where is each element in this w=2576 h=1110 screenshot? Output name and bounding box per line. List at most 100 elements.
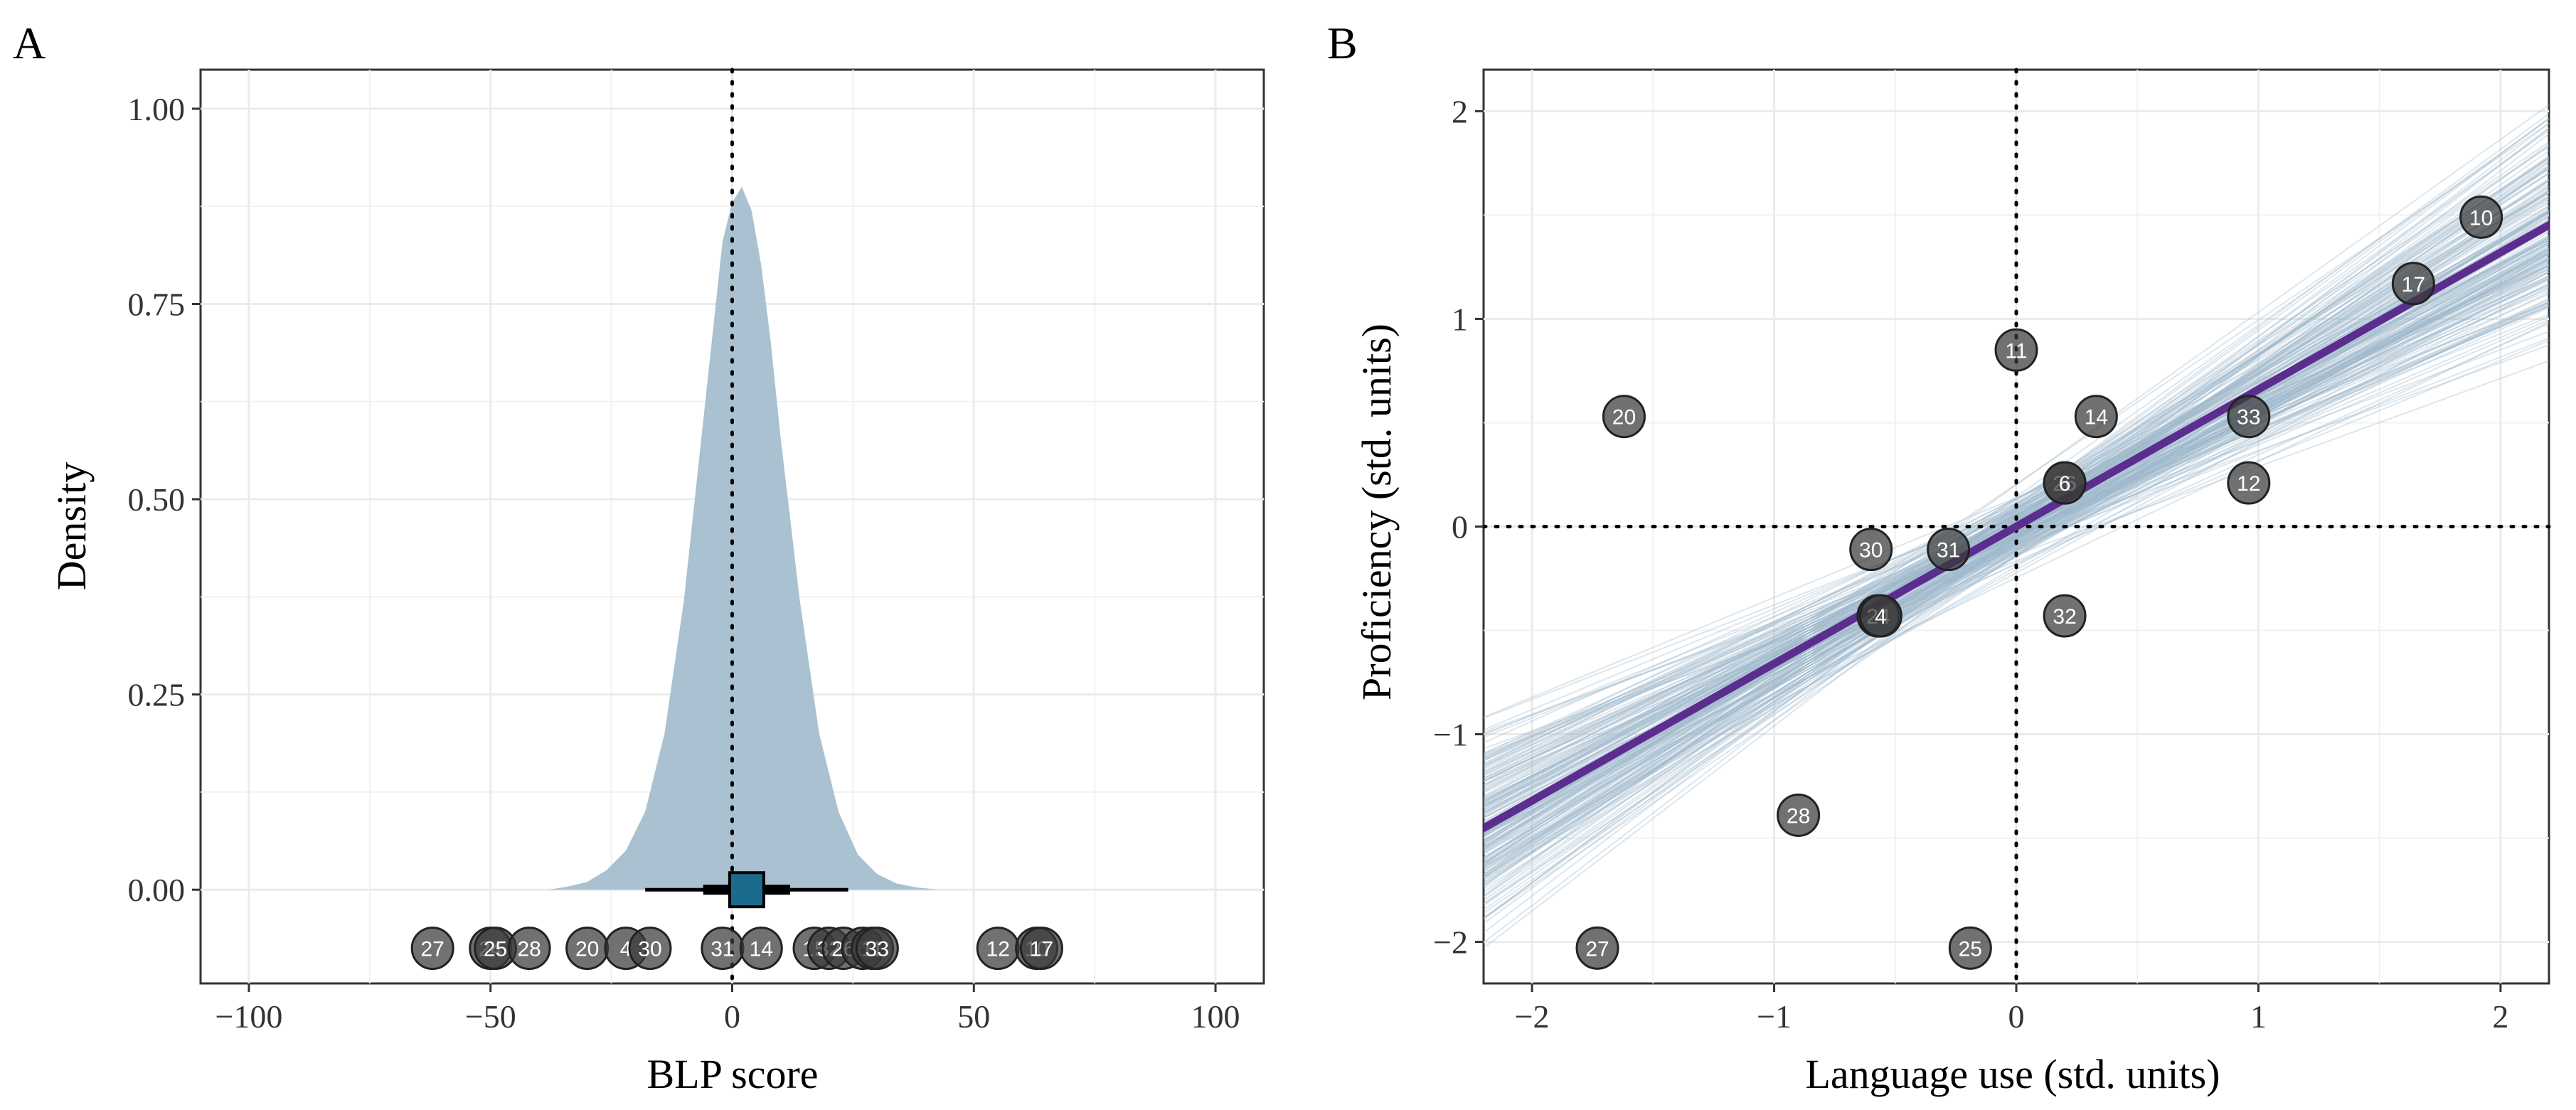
- panel-a-y-ticks: 0.00 0.25 0.50 0.75 1.00: [128, 91, 201, 908]
- panel-b-point-marker: [2043, 594, 2087, 638]
- panel-a-density-area: [548, 186, 940, 890]
- panel-b-point: 27: [1575, 926, 1619, 970]
- panel-b: B 10171120143312266303124432282725 −2−10…: [1327, 18, 2551, 1097]
- panel-b-posterior-line: [1484, 173, 2549, 852]
- panel-a-point-marker: [855, 927, 899, 971]
- panel-b-posterior-line: [1484, 104, 2549, 866]
- panel-b-posterior-line: [1484, 169, 2549, 854]
- panel-b-point-label: 28: [1787, 804, 1810, 828]
- panel-b-point: 25: [1948, 926, 1992, 970]
- panel-a-x-tick-label: 0: [724, 998, 740, 1035]
- panel-b-point-marker: [1994, 328, 2038, 372]
- panel-b-point-marker: [1849, 528, 1893, 572]
- panel-b-posterior-line: [1484, 198, 2549, 880]
- panel-b-point-marker: [1858, 594, 1902, 638]
- panel-b-posterior-line: [1484, 242, 2549, 801]
- panel-a-point-label: 20: [575, 938, 599, 961]
- panel-a-y-tick-label: 0.25: [128, 677, 186, 713]
- panel-b-posterior-line: [1484, 252, 2549, 840]
- panel-b-posterior-line: [1484, 337, 2549, 756]
- panel-b-point: 20: [1602, 395, 1646, 439]
- panel-b-x-tick-label: 1: [2250, 998, 2267, 1035]
- panel-a-density: [548, 186, 940, 890]
- panel-b-posterior-line: [1484, 127, 2549, 944]
- panel-b-y-label: Proficiency (std. units): [1353, 324, 1400, 700]
- panel-b-posterior-line: [1484, 164, 2549, 860]
- panel-b-posterior-line: [1484, 300, 2549, 772]
- panel-b-posterior-line: [1484, 201, 2549, 828]
- panel-b-y-tick-label: 0: [1452, 509, 1468, 545]
- panel-b-posterior-line: [1484, 271, 2549, 801]
- panel-b-x-tick-label: 0: [2008, 998, 2025, 1035]
- panel-b-posterior-line: [1484, 211, 2549, 863]
- panel-b-posterior-line: [1484, 220, 2549, 878]
- panel-a-point-label: 12: [986, 938, 1010, 961]
- panel-b-posterior-line: [1484, 145, 2549, 860]
- panel-b-posterior-line: [1484, 156, 2549, 919]
- panel-a-point-marker: [739, 927, 783, 971]
- panel-a-point-label: 25: [484, 938, 507, 961]
- panel-a-point: 27: [410, 927, 454, 971]
- panel-b-y-ticks: −2 −1 0 1 2: [1433, 93, 1484, 961]
- panel-a-point: 12: [976, 927, 1020, 971]
- panel-b-fit-line: [1484, 220, 2549, 833]
- panel-b-posterior-line: [1484, 248, 2549, 867]
- panel-b-point-label: 33: [2237, 406, 2260, 429]
- panel-b-posterior-line: [1484, 157, 2549, 863]
- panel-b-posterior-line: [1484, 287, 2549, 786]
- panel-b-posterior-line: [1484, 277, 2549, 718]
- panel-b-posterior-line: [1484, 275, 2549, 767]
- panel-a-y-tick-label: 1.00: [128, 91, 186, 127]
- panel-b-point-label: 10: [2469, 206, 2493, 230]
- panel-b-letter: B: [1327, 18, 1358, 68]
- panel-a-point: 30: [628, 927, 672, 971]
- panel-b-posterior-line: [1484, 225, 2549, 793]
- panel-b-posterior-line: [1484, 228, 2549, 868]
- panel-b-posterior-line: [1484, 260, 2549, 838]
- panel-b-posterior-line: [1484, 191, 2549, 808]
- panel-a-point: 25: [474, 927, 518, 971]
- panel-b-posterior-line: [1484, 287, 2549, 781]
- panel-b-posterior-line: [1484, 236, 2549, 808]
- panel-b-point-marker: [2459, 195, 2503, 239]
- panel-a-y-tick-label: 0.50: [128, 481, 186, 518]
- panel-b-point-label: 11: [2005, 339, 2027, 363]
- panel-b-y-tick-label: 2: [1452, 93, 1468, 129]
- panel-b-posterior-line: [1484, 344, 2549, 732]
- panel-b-point: 4: [1858, 594, 1902, 638]
- panel-b-point-marker: [1777, 793, 1821, 837]
- panel-b-point: 14: [2074, 395, 2118, 439]
- panel-a-point-label: 4: [620, 938, 632, 961]
- panel-b-point: 28: [1777, 793, 1821, 837]
- panel-a-point: 20: [565, 927, 610, 971]
- panel-b-point-marker: [1927, 528, 1971, 572]
- panel-a-estimate: [728, 871, 765, 909]
- panel-a-x-tick-label: −100: [215, 998, 282, 1035]
- panel-a-point-label: 28: [517, 938, 541, 961]
- panel-b-point-marker: [2074, 395, 2118, 439]
- panel-b-posterior-line: [1484, 166, 2549, 907]
- panel-b-posterior-line: [1484, 182, 2549, 816]
- panel-b-posterior-line: [1484, 267, 2549, 754]
- panel-b-point-label: 31: [1937, 539, 1960, 562]
- panel-b-posterior-line: [1484, 143, 2549, 924]
- panel-b-point-marker: [1575, 926, 1619, 970]
- panel-b-posterior-line: [1484, 241, 2549, 838]
- panel-b-x-label: Language use (std. units): [1805, 1051, 2220, 1097]
- panel-b-point: 10: [2459, 195, 2503, 239]
- panel-b-posterior-line: [1484, 265, 2549, 779]
- panel-a-y-tick-label: 0.75: [128, 286, 186, 322]
- panel-b-x-ticks: −2 −1 0 1 2: [1515, 983, 2508, 1035]
- panel-b-x-tick-label: −2: [1515, 998, 1550, 1035]
- panel-b-posterior-line: [1484, 239, 2549, 791]
- panel-a-point: 28: [507, 927, 551, 971]
- panel-b-posterior-line: [1484, 261, 2549, 809]
- panel-b-point: 33: [2227, 395, 2271, 439]
- panel-b-posterior-line: [1484, 264, 2549, 804]
- panel-b-point: 11: [1994, 328, 2038, 372]
- panel-b-point-label: 30: [1859, 539, 1883, 562]
- panel-b-posterior-line: [1484, 271, 2549, 868]
- panel-b-posterior-line: [1484, 319, 2549, 779]
- panel-b-posterior-line: [1484, 269, 2549, 801]
- panel-a-point: 14: [739, 927, 783, 971]
